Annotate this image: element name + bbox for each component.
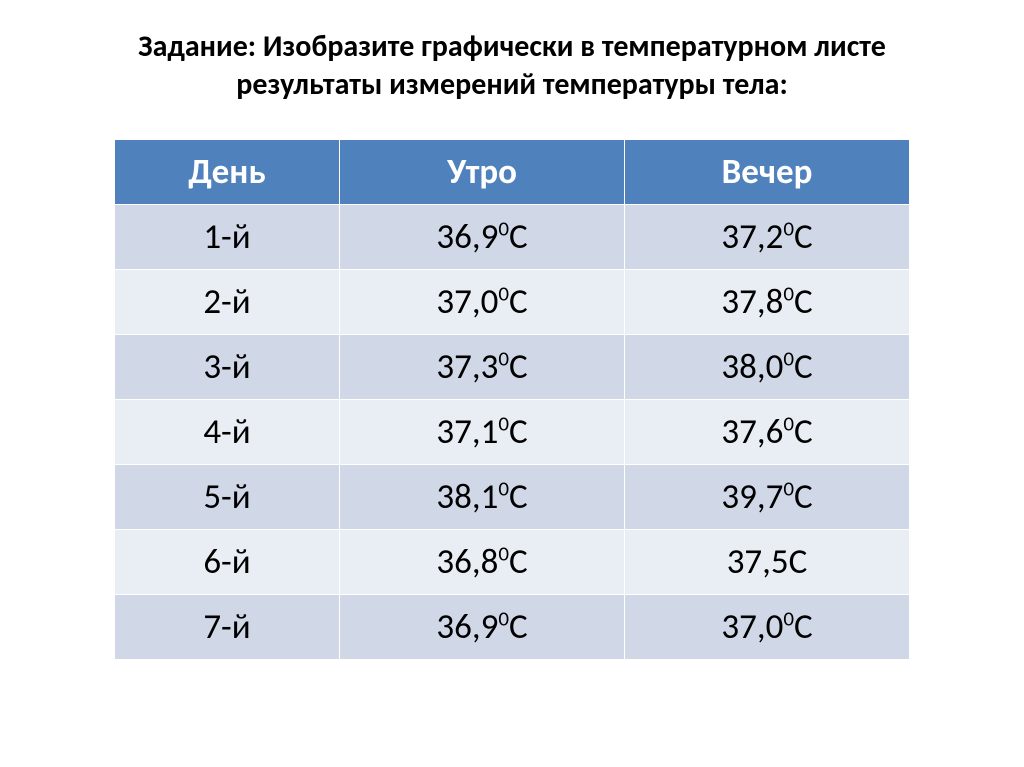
col-header-evening: Вечер <box>625 140 910 205</box>
cell-evening-unit: С <box>794 346 813 388</box>
cell-evening-sup: 0 <box>783 345 794 371</box>
table-row: 2-й37,00С37,80С <box>115 270 910 335</box>
page-container: Задание: Изобразите графически в темпера… <box>0 0 1024 767</box>
cell-day: 1-й <box>115 205 340 270</box>
cell-evening-unit: С <box>794 476 813 518</box>
cell-evening: 37,5С <box>625 530 910 595</box>
cell-evening: 37,20С <box>625 205 910 270</box>
table-row: 6-й36,80С37,5С <box>115 530 910 595</box>
cell-morning: 37,30С <box>340 335 625 400</box>
cell-morning-sup: 0 <box>498 410 509 436</box>
cell-morning: 36,90С <box>340 205 625 270</box>
cell-morning: 36,90С <box>340 595 625 660</box>
cell-morning-unit: С <box>509 411 528 453</box>
cell-day: 3-й <box>115 335 340 400</box>
cell-evening-value: 37,2 <box>721 216 783 258</box>
cell-evening: 37,00С <box>625 595 910 660</box>
table-row: 3-й37,30С38,00С <box>115 335 910 400</box>
cell-morning-unit: С <box>509 476 528 518</box>
col-header-day: День <box>115 140 340 205</box>
cell-day: 5-й <box>115 465 340 530</box>
cell-morning-sup: 0 <box>498 345 509 371</box>
table-body: 1-й36,90С37,20С2-й37,00С37,80С3-й37,30С3… <box>115 205 910 660</box>
cell-morning-unit: С <box>509 281 528 323</box>
cell-evening: 38,00С <box>625 335 910 400</box>
cell-evening-sup: 0 <box>783 280 794 306</box>
cell-evening-value: 39,7 <box>721 476 783 518</box>
cell-morning-unit: С <box>509 541 528 583</box>
table-row: 7-й36,90С37,00С <box>115 595 910 660</box>
cell-morning-value: 36,8 <box>436 541 498 583</box>
cell-morning: 36,80С <box>340 530 625 595</box>
cell-evening-sup: 0 <box>783 215 794 241</box>
cell-evening-value: 37,8 <box>721 281 783 323</box>
temperature-table: День Утро Вечер 1-й36,90С37,20С2-й37,00С… <box>114 139 910 660</box>
cell-evening-value: 38,0 <box>721 346 783 388</box>
cell-day: 2-й <box>115 270 340 335</box>
col-header-morning: Утро <box>340 140 625 205</box>
cell-day: 7-й <box>115 595 340 660</box>
cell-evening-sup: 0 <box>783 605 794 631</box>
cell-morning-sup: 0 <box>498 605 509 631</box>
cell-morning: 37,00С <box>340 270 625 335</box>
cell-day: 6-й <box>115 530 340 595</box>
table-row: 5-й38,10С39,70С <box>115 465 910 530</box>
cell-evening: 37,60С <box>625 400 910 465</box>
cell-evening-value: 37,6 <box>721 411 783 453</box>
cell-morning-sup: 0 <box>498 215 509 241</box>
cell-morning-unit: С <box>509 606 528 648</box>
page-title: Задание: Изобразите графически в темпера… <box>72 28 952 103</box>
cell-morning-unit: С <box>509 216 528 258</box>
cell-evening-sup: 0 <box>783 410 794 436</box>
table-row: 4-й37,10С37,60С <box>115 400 910 465</box>
cell-morning-value: 37,1 <box>436 411 498 453</box>
table-row: 1-й36,90С37,20С <box>115 205 910 270</box>
cell-evening-value: 37,5 <box>727 541 789 583</box>
cell-morning: 38,10С <box>340 465 625 530</box>
cell-morning-sup: 0 <box>498 540 509 566</box>
cell-morning-unit: С <box>509 346 528 388</box>
cell-morning-value: 37,3 <box>436 346 498 388</box>
cell-evening-value: 37,0 <box>721 606 783 648</box>
cell-evening-sup: 0 <box>783 475 794 501</box>
cell-evening-unit: С <box>794 216 813 258</box>
cell-morning-value: 36,9 <box>436 216 498 258</box>
cell-morning-sup: 0 <box>498 280 509 306</box>
cell-evening: 39,70С <box>625 465 910 530</box>
cell-morning: 37,10С <box>340 400 625 465</box>
cell-evening-unit: С <box>794 606 813 648</box>
cell-morning-value: 37,0 <box>436 281 498 323</box>
cell-evening-unit: С <box>794 411 813 453</box>
cell-morning-value: 38,1 <box>436 476 498 518</box>
cell-evening: 37,80С <box>625 270 910 335</box>
cell-evening-unit: С <box>789 541 808 583</box>
cell-morning-sup: 0 <box>498 475 509 501</box>
cell-evening-unit: С <box>794 281 813 323</box>
table-header-row: День Утро Вечер <box>115 140 910 205</box>
cell-morning-value: 36,9 <box>436 606 498 648</box>
cell-day: 4-й <box>115 400 340 465</box>
